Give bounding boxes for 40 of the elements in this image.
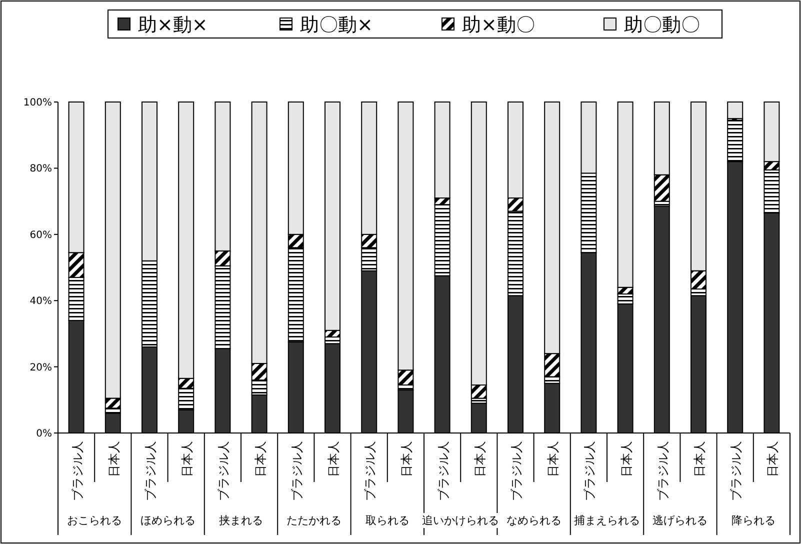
x-tick-label: 日本人 (766, 441, 780, 477)
x-tick-label: ブラジル人 (582, 441, 597, 501)
x-tick-label: ブラジル人 (70, 441, 84, 501)
x-tick-label: ブラジル人 (363, 441, 378, 501)
x-tick-label: ブラジル人 (144, 441, 158, 501)
x-tick-label: 日本人 (253, 441, 268, 477)
y-tick-label: 100% (23, 98, 52, 108)
text: たたかれる (286, 514, 342, 527)
legend-label: 助〇動× (300, 14, 373, 36)
x-tick-label: ブラジル人 (290, 441, 304, 501)
x-tick-label: 日本人 (326, 441, 340, 477)
x-tick-label: 日本人 (180, 441, 194, 477)
x-tick-label: ブラジル人 (510, 441, 524, 501)
text: 降られる (731, 514, 776, 527)
y-tick-label: 0% (36, 428, 52, 440)
y-tick-label: 40% (30, 296, 52, 308)
x-tick-label: ブラジル人 (656, 441, 670, 501)
x-tick-label: 日本人 (472, 441, 487, 477)
x-tick-label: 日本人 (400, 441, 414, 477)
y-tick-label: 60% (30, 230, 52, 241)
y-tick-label: 20% (30, 362, 52, 374)
x-tick-label: ブラジル人 (436, 441, 450, 501)
x-tick-label: 日本人 (106, 441, 121, 477)
x-tick-label: 日本人 (546, 441, 560, 477)
legend-label: 助×動× (138, 14, 208, 36)
text: ほめられる (140, 514, 196, 527)
x-tick-label: ブラジル人 (729, 441, 744, 501)
text: 取られる (365, 514, 410, 527)
text: 追いかけられる (422, 514, 500, 527)
text: 逃げられる (652, 514, 708, 527)
x-tick-label: 日本人 (692, 441, 706, 477)
text: 挟まれる (219, 514, 263, 527)
text: おこられる (67, 514, 122, 527)
y-tick-label: 80% (30, 164, 52, 175)
text: なめられる (506, 514, 562, 527)
legend-label: 助〇動〇 (624, 14, 700, 36)
text: 捕まえられる (574, 514, 640, 527)
legend-label: 助×動〇 (462, 14, 535, 36)
x-tick-label: ブラジル人 (216, 441, 231, 501)
x-tick-label: 日本人 (619, 441, 634, 477)
